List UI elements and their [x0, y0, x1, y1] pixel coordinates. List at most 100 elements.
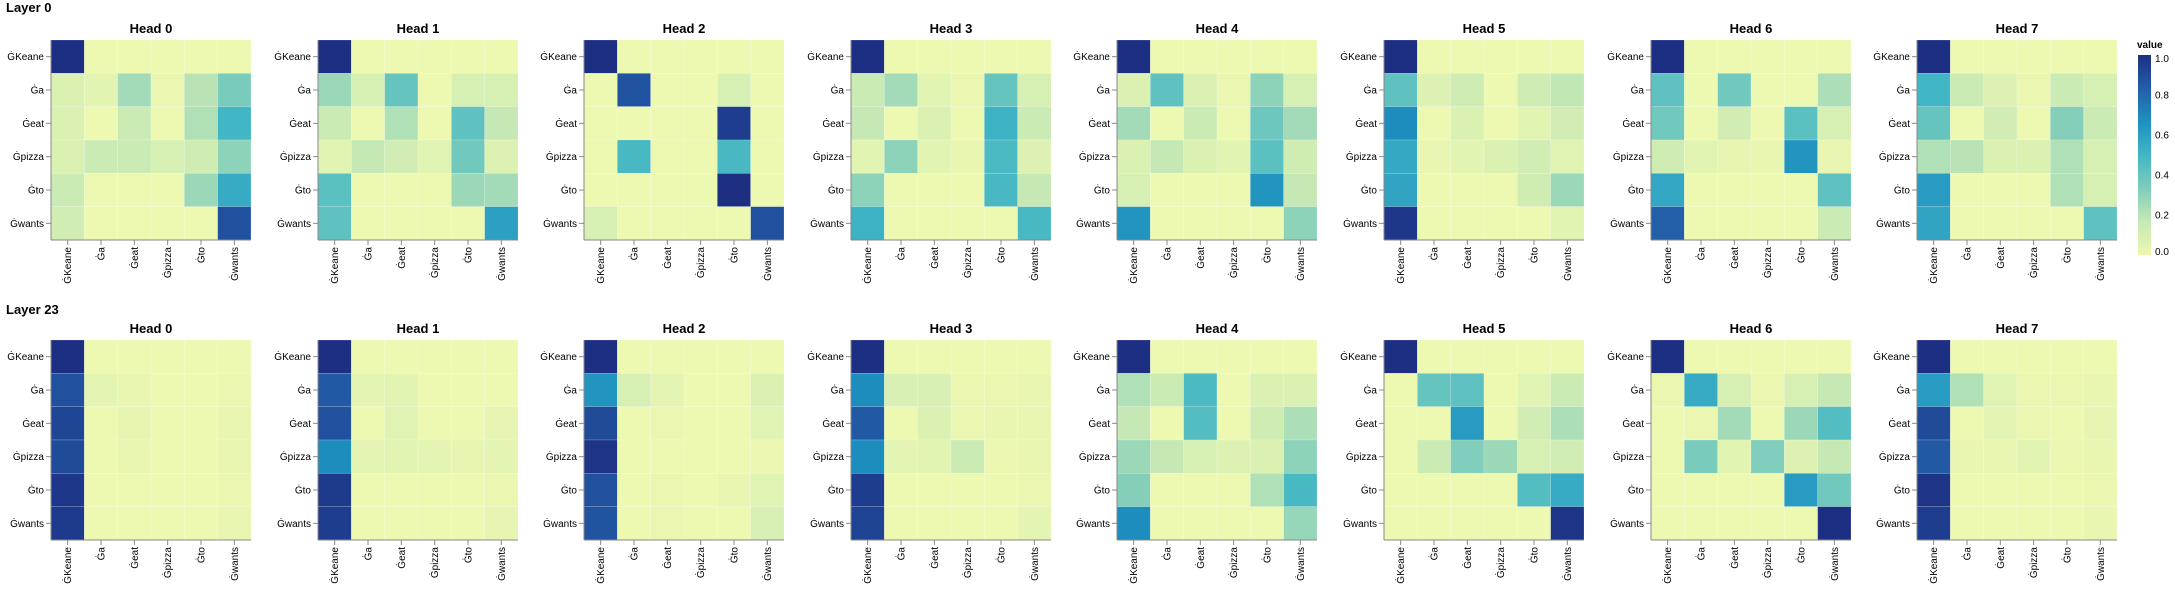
y-tick-label: ĠKeane [540, 350, 577, 363]
heatmap-cell [1684, 173, 1718, 207]
heatmap-cell [1717, 373, 1752, 407]
heatmap-cell [217, 139, 252, 174]
heatmap-cell [850, 139, 885, 174]
heatmap-cell [1116, 373, 1151, 407]
heatmap-cell [950, 473, 985, 507]
heatmap-cell [1417, 173, 1451, 207]
heatmap-cell [150, 206, 185, 241]
x-tick-label: Ġeat [1994, 247, 2007, 269]
y-tick-label: Ġpizza [1879, 450, 1911, 463]
y-tick-label: ĠKeane [1073, 350, 1110, 363]
x-tick-label: Ġpizza [2027, 247, 2040, 279]
heatmap-cell [1916, 39, 1951, 74]
heatmap-cell [884, 506, 918, 541]
heatmap-cell [484, 406, 519, 441]
x-tick-label: Ġwants [1294, 247, 1307, 281]
heatmap-cell [384, 73, 419, 107]
y-tick-label: Ġeat [1622, 417, 1644, 430]
heatmap-cell [1283, 206, 1318, 241]
heatmap-cell [150, 139, 185, 174]
heatmap-cell [184, 506, 218, 541]
y-tick-label: Ġeat [1088, 117, 1110, 130]
y-tick-label: Ġwants [810, 217, 844, 230]
heatmap-cell [217, 473, 252, 507]
heatmap-cell [84, 439, 118, 474]
heatmap-cell [1717, 506, 1752, 541]
heatmap-cell [1383, 339, 1418, 374]
legend-gradient-bar [2138, 55, 2151, 255]
heatmap-cell [384, 506, 419, 541]
heatmap-cell [1983, 439, 2018, 474]
y-tick-label: Ġto [1361, 184, 1378, 197]
heatmap-cell [950, 339, 985, 374]
x-tick-label: Ġeat [1728, 547, 1741, 569]
heatmap-cell [1916, 206, 1951, 241]
heatmap-cell [650, 73, 685, 107]
y-tick-label: Ġto [828, 184, 845, 197]
x-tick-label: Ġeat [1461, 247, 1474, 269]
heatmap-cell [617, 106, 651, 141]
heatmap-cell [750, 339, 785, 374]
heatmap-cell [1750, 39, 1785, 74]
head-title: Head 6 [1730, 321, 1773, 336]
heatmap-cell [950, 106, 985, 141]
heatmap-cell [1684, 406, 1718, 441]
heatmap-cell [1417, 39, 1451, 74]
heatmap-cell [1450, 506, 1485, 541]
heatmap-cell [1817, 139, 1852, 174]
heatmap-cell [850, 173, 885, 207]
heatmap-cell [1950, 206, 1984, 241]
x-tick-label: ĠKeane [1127, 547, 1140, 584]
heatmap-cell [917, 106, 952, 141]
legend-tick-label: 1.0 [2155, 54, 2169, 65]
heatmap-cell [1817, 339, 1852, 374]
heatmap-cell [1916, 373, 1951, 407]
heatmap-cell [50, 506, 85, 541]
y-tick-label: Ġeat [289, 417, 311, 430]
heatmap-cell [583, 473, 618, 507]
heatmap-cell [1250, 73, 1284, 107]
y-tick-label: Ġa [831, 384, 845, 397]
heatmap-cell [1216, 139, 1251, 174]
head-title: Head 0 [130, 321, 173, 336]
heatmap-cell [1183, 73, 1218, 107]
heatmap-cell [884, 406, 918, 441]
x-tick-label: ĠKeane [1127, 247, 1140, 284]
heatmap-cell [1383, 139, 1418, 174]
heatmap-cell [750, 139, 785, 174]
heatmap-cell [417, 373, 452, 407]
heatmap-cell [1017, 206, 1052, 241]
heatmap-cell [1916, 439, 1951, 474]
heatmap-cell [150, 373, 185, 407]
y-tick-label: Ġeat [1355, 117, 1377, 130]
heatmap-cell [583, 139, 618, 174]
x-tick-label: ĠKeane [61, 247, 74, 284]
y-tick-label: Ġpizza [1613, 450, 1645, 463]
heatmap-cell [117, 339, 152, 374]
heatmap-cell [184, 473, 218, 507]
heatmap-cell [1717, 173, 1752, 207]
x-tick-label: Ġeat [128, 247, 141, 269]
heatmap-cell [417, 206, 452, 241]
x-tick-label: Ġwants [1294, 547, 1307, 581]
heatmap-cell [1383, 373, 1418, 407]
heatmap-cell [1450, 473, 1485, 507]
heatmap-cell [50, 39, 85, 74]
heatmap-cell [217, 506, 252, 541]
heatmap-cell [1817, 206, 1852, 241]
heatmap-cell [1283, 339, 1318, 374]
heatmap-cell [1283, 506, 1318, 541]
heatmap-cell [650, 373, 685, 407]
heatmap-cell [417, 73, 452, 107]
heatmap-cell [1950, 339, 1984, 374]
heatmap-cell [417, 406, 452, 441]
heatmap-cell [1684, 39, 1718, 74]
y-tick-label: Ġwants [543, 517, 577, 530]
heatmap-cell [1983, 339, 2018, 374]
head-panel: Head 0 ĠKeane Ġa Ġeat Ġpizza Ġto Ġwants ĠKeane Ġ… [7, 321, 252, 584]
heatmap-cell [1784, 39, 1818, 74]
heatmap-cell [717, 73, 751, 107]
heatmap-cell [1450, 139, 1485, 174]
heatmap-cell [84, 373, 118, 407]
heatmap-cell [184, 73, 218, 107]
